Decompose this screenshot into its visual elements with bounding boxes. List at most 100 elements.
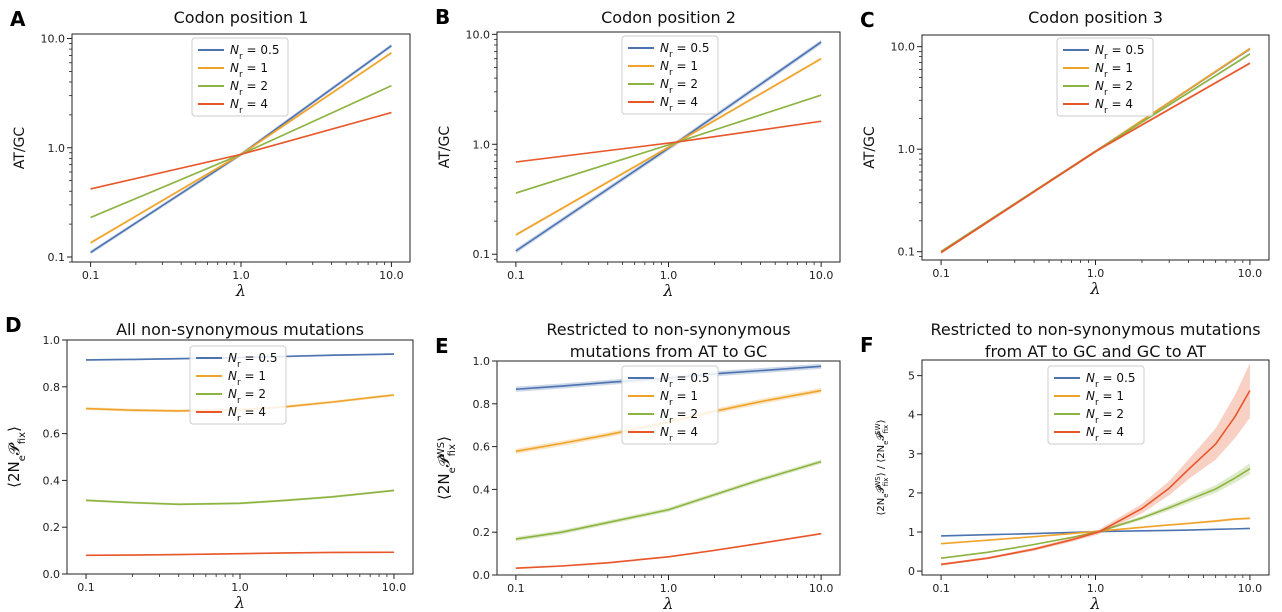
x-tick-label: 1.0 xyxy=(660,582,678,595)
series-line-2 xyxy=(940,467,1251,559)
y-axis-label: AT/GC xyxy=(437,126,453,169)
y-tick-label: 2 xyxy=(908,487,915,500)
legend-entry: Nr = 4 xyxy=(660,425,698,444)
x-tick-label: 0.1 xyxy=(82,269,100,282)
panel-title: from AT to GC and GC to AT xyxy=(985,342,1206,361)
y-tick-label: 1.0 xyxy=(473,355,491,368)
series-line-3 xyxy=(515,532,822,569)
panel-C: C Codon position 3 0.1 1.0 10.0 0.1 1.0 10.0 λ AT… xyxy=(860,8,1270,298)
series-line-3 xyxy=(90,111,392,190)
x-tick-label: 0.1 xyxy=(932,267,950,280)
y-tick-label: 1.0 xyxy=(48,142,66,155)
x-tick-label: 1.0 xyxy=(660,269,678,282)
x-tick-label: 1.0 xyxy=(1087,582,1105,595)
series-line-3 xyxy=(940,390,1251,566)
legend: Nr = 0.5Nr = 1Nr = 2Nr = 4 xyxy=(621,35,719,115)
x-axis-label: λ xyxy=(662,281,673,300)
panel-title: Codon position 3 xyxy=(1028,8,1163,27)
x-axis-label: λ xyxy=(1089,594,1100,612)
legend: Nr = 0.5Nr = 1Nr = 2Nr = 4 xyxy=(1056,37,1154,117)
legend-entry: Nr = 4 xyxy=(1095,97,1133,116)
x-axis-label: λ xyxy=(1089,279,1100,298)
legend-entry: Nr = 1 xyxy=(660,389,698,408)
legend-frame xyxy=(621,35,719,115)
y-tick-label: 0.2 xyxy=(473,526,491,539)
series-group xyxy=(90,43,392,255)
y-tick-label: 0.8 xyxy=(473,398,491,411)
x-tick-label: 1.0 xyxy=(231,581,249,594)
x-tick-label: 10.0 xyxy=(1238,267,1263,280)
legend-entry: Nr = 2 xyxy=(660,407,698,426)
y-tick-label: 0.4 xyxy=(473,483,491,496)
y-axis-label: ⟨2Ne𝓟fix⟩ xyxy=(5,426,28,488)
x-tick-label: 10.0 xyxy=(379,269,404,282)
panel-label: B xyxy=(435,5,450,29)
series-line-2 xyxy=(85,489,395,506)
legend-entry: Nr = 4 xyxy=(228,405,266,424)
legend-frame xyxy=(189,345,287,425)
panel-label: A xyxy=(10,7,26,31)
x-tick-label: 0.1 xyxy=(507,582,525,595)
panel-D: D All non-synonymous mutations 0.1 1.0 10.0 0… xyxy=(5,313,414,612)
x-tick-label: 0.1 xyxy=(507,269,525,282)
x-tick-label: 0.1 xyxy=(932,582,950,595)
series-band-0 xyxy=(90,43,392,255)
y-tick-label: 1.0 xyxy=(898,143,916,156)
legend-entry: Nr = 2 xyxy=(660,77,698,96)
y-tick-label: 0.2 xyxy=(43,521,61,534)
y-tick-label: 0.1 xyxy=(48,251,66,264)
legend-entry: Nr = 4 xyxy=(660,95,698,114)
series-band-2 xyxy=(90,84,392,219)
legend-frame xyxy=(621,365,719,445)
y-tick-label: 0.1 xyxy=(898,246,916,259)
series-group xyxy=(515,39,822,254)
legend-entry: Nr = 4 xyxy=(230,97,268,116)
series-group xyxy=(940,47,1251,254)
panel-F: F Restricted to non-synonymous mutations f… xyxy=(860,320,1270,612)
panel-A: A Codon position 1 0.1 1.0 10.0 0.1 1.0 10.0 λ AT… xyxy=(10,7,411,300)
legend-entry: Nr = 0.5 xyxy=(660,41,709,60)
legend-entry: Nr = 0.5 xyxy=(230,43,279,62)
x-axis-label: λ xyxy=(235,281,246,300)
y-tick-label: 1 xyxy=(908,526,915,539)
y-tick-label: 10.0 xyxy=(891,41,916,54)
x-tick-label: 1.0 xyxy=(232,269,250,282)
x-axis-label: λ xyxy=(234,593,245,612)
legend-frame xyxy=(1056,37,1154,117)
y-tick-label: 0.8 xyxy=(43,381,61,394)
series-line-3 xyxy=(940,62,1251,254)
x-axis-label: λ xyxy=(662,594,673,612)
x-tick-label: 10.0 xyxy=(1238,582,1263,595)
panel-title: Restricted to non-synonymous mutations xyxy=(930,320,1260,339)
legend: Nr = 0.5Nr = 1Nr = 2Nr = 4 xyxy=(1047,365,1145,445)
series-line-3 xyxy=(515,120,822,163)
y-tick-label: 0.6 xyxy=(473,441,491,454)
legend-entry: Nr = 2 xyxy=(228,387,266,406)
panel-B: B Codon position 2 0.1 1.0 10.0 0.1 1.0 10.0 λ AT… xyxy=(435,5,841,300)
panel-label: D xyxy=(5,313,22,337)
series-group xyxy=(940,363,1251,566)
y-tick-label: 10.0 xyxy=(41,33,66,46)
y-tick-label: 5 xyxy=(908,370,915,383)
legend: Nr = 0.5Nr = 1Nr = 2Nr = 4 xyxy=(191,37,289,117)
legend-entry: Nr = 2 xyxy=(1086,407,1124,426)
legend-entry: Nr = 2 xyxy=(1095,79,1133,98)
legend-entry: Nr = 1 xyxy=(1095,61,1133,80)
y-tick-label: 0.0 xyxy=(473,569,491,582)
legend-entry: Nr = 0.5 xyxy=(1086,371,1135,390)
y-tick-label: 0.1 xyxy=(473,248,491,261)
panel-title: All non-synonymous mutations xyxy=(116,320,364,339)
legend-entry: Nr = 1 xyxy=(1086,389,1124,408)
series-band-2 xyxy=(515,459,822,542)
legend-frame xyxy=(1047,365,1145,445)
y-tick-label: 1.0 xyxy=(473,138,491,151)
legend-frame xyxy=(191,37,289,117)
y-axis-label: AT/GC xyxy=(12,127,28,170)
x-tick-label: 10.0 xyxy=(809,582,834,595)
panel-title: mutations from AT to GC xyxy=(570,342,767,361)
y-tick-label: 10.0 xyxy=(466,28,491,41)
y-tick-label: 4 xyxy=(908,409,915,422)
series-band-2 xyxy=(941,463,1250,559)
panel-label: C xyxy=(860,8,875,32)
